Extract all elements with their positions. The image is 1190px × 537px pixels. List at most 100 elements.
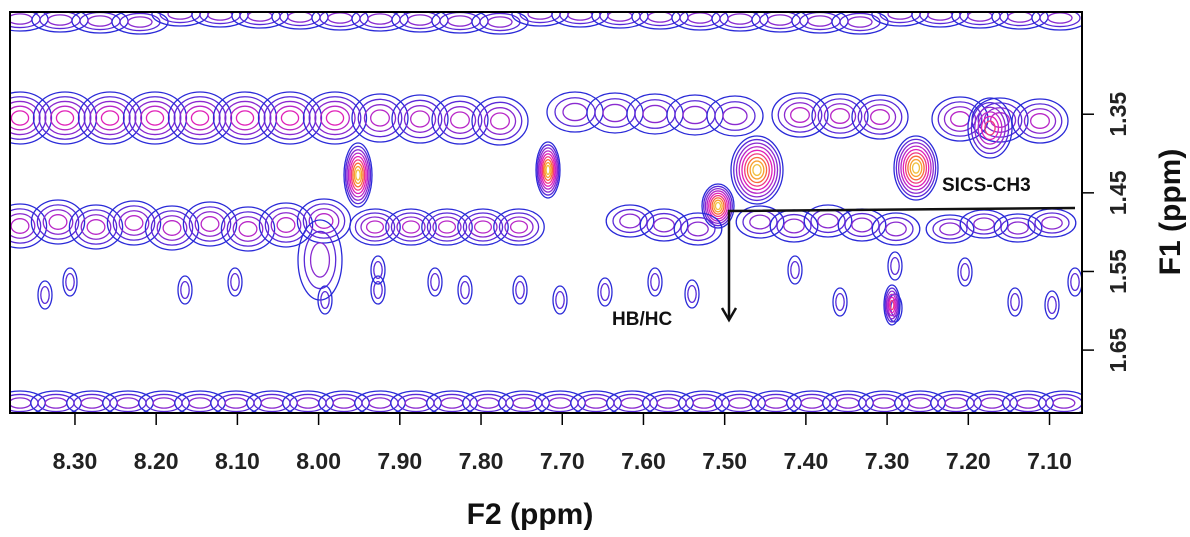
contour-ring [714, 201, 722, 211]
contour-ring [200, 216, 220, 232]
contour-ring [895, 138, 937, 198]
contour-ring [619, 213, 641, 229]
contour-ring [937, 101, 983, 137]
contour-ring [37, 393, 75, 413]
contour-ring [832, 287, 848, 317]
plot-frame [9, 11, 1083, 414]
contour-ring [122, 91, 188, 145]
contour-ring [537, 147, 559, 193]
contour-ring [391, 94, 449, 144]
contour-ring [479, 12, 521, 32]
contour-ring [1007, 12, 1033, 23]
contour-ring [487, 16, 513, 28]
contour-ring [308, 208, 340, 234]
contour-ring [602, 103, 628, 123]
contour-ring [473, 220, 493, 234]
contour-ring [1038, 390, 1082, 413]
contour-ring [10, 393, 39, 413]
contour-ring [55, 110, 75, 126]
contour-ring [343, 142, 373, 208]
contour-ring [297, 219, 343, 301]
contour-ring [1047, 295, 1057, 315]
contour-ring [742, 209, 778, 235]
contour-ring [10, 105, 35, 131]
annotation: HB/HC [612, 309, 672, 330]
contour-ring [370, 109, 390, 127]
contour-ring [32, 91, 98, 145]
contour-ring [80, 214, 112, 240]
contour-ring [303, 230, 337, 290]
contour-ring [713, 199, 723, 213]
contour-ring [870, 109, 890, 125]
contour-ring [542, 159, 554, 181]
contour-ring [687, 221, 709, 237]
contour-ring [776, 213, 812, 239]
contour-ring [865, 393, 903, 413]
contour-ring [112, 205, 156, 241]
contour-ring [993, 213, 1043, 243]
contour-ring [597, 277, 613, 307]
contour-ring [844, 212, 880, 238]
contour-ring [509, 220, 529, 234]
x-tick-label: 7.90 [377, 448, 422, 474]
contour-ring [347, 152, 369, 198]
contour-ring [1044, 290, 1060, 320]
contour-ring [50, 105, 80, 131]
contour-ring [904, 152, 928, 184]
contour-ring [647, 12, 673, 23]
contour-ring [127, 16, 153, 28]
y-tick-label: 1.55 [1105, 249, 1131, 294]
contour-ring [10, 91, 53, 145]
contour-ring [493, 208, 545, 246]
contour-ring [555, 290, 565, 310]
contour-ring [548, 397, 572, 409]
contour-ring [515, 280, 525, 300]
contour-ring [1031, 12, 1082, 31]
contour-ring [194, 211, 226, 237]
contour-ring [235, 110, 255, 126]
contour-ring [116, 397, 140, 409]
contour-ring [711, 197, 725, 215]
contour-ring [10, 96, 47, 140]
contour-ring [984, 120, 996, 136]
contour-ring [893, 135, 939, 201]
contour-ring [749, 160, 765, 180]
contour-ring [190, 110, 210, 126]
contour-ring [687, 12, 713, 24]
contour-ring [1007, 221, 1029, 235]
contour-ring [823, 103, 857, 129]
contour-ring [817, 213, 839, 229]
contour-ring [44, 100, 86, 136]
contour-ring [275, 105, 305, 131]
contour-ring [911, 162, 921, 174]
contour-ring [728, 397, 752, 409]
contour-ring [77, 91, 143, 145]
contour-ring [562, 102, 588, 122]
contour-ring [541, 393, 579, 413]
contour-ring [217, 393, 255, 413]
contour-ring [746, 156, 768, 184]
contour-ring [883, 284, 901, 326]
contour-ring [887, 251, 903, 281]
contour-ring [232, 216, 264, 242]
contour-ring [851, 94, 909, 140]
contour-ring [701, 183, 735, 229]
contour-ring [505, 393, 543, 413]
contour-ring [302, 91, 368, 145]
contour-ring [44, 397, 68, 409]
contour-layer [10, 12, 1082, 413]
contour-ring [433, 393, 471, 413]
contour-ring [646, 212, 682, 238]
contour-ring [111, 12, 169, 35]
contour-ring [900, 145, 932, 191]
contour-ring [477, 101, 523, 141]
contour-ring [684, 279, 700, 309]
contour-ring [704, 187, 732, 225]
contour-ring [264, 207, 308, 243]
contour-ring [431, 95, 489, 145]
contour-ring [182, 201, 238, 247]
contour-ring [714, 101, 756, 131]
contour-ring [830, 108, 850, 124]
contour-ring [68, 204, 124, 250]
